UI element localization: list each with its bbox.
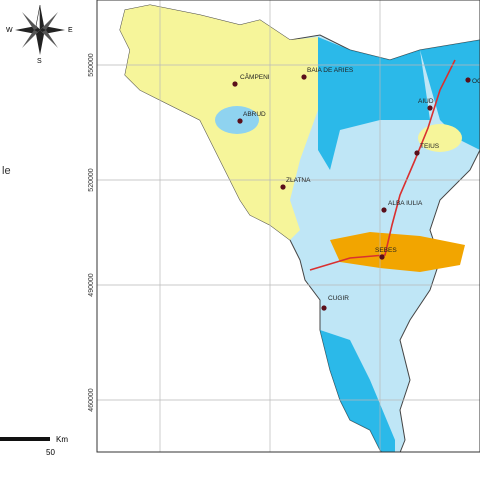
town-label: CUGIR xyxy=(328,295,349,302)
town-marker xyxy=(414,150,420,156)
orange-zone xyxy=(330,232,465,272)
legend-fragment: le xyxy=(2,165,11,177)
scale-unit: Km xyxy=(56,435,68,444)
town-label: AIUD xyxy=(418,98,434,105)
grid xyxy=(97,0,480,452)
compass: W E S xyxy=(6,4,73,65)
town-marker xyxy=(237,118,243,124)
coordinates: 550000 520000 490000 460000 xyxy=(88,53,95,411)
compass-west: W xyxy=(6,27,13,34)
road xyxy=(309,59,456,271)
town-label: CÂMPENI xyxy=(240,72,270,81)
coordinate-label: 550000 xyxy=(88,53,95,76)
town-marker xyxy=(381,207,387,213)
scale-distance: 50 xyxy=(46,448,55,457)
blue-zone xyxy=(318,37,480,452)
town-marker xyxy=(232,81,238,87)
town-label: ABRUD xyxy=(243,111,266,118)
town-label: TEIUS xyxy=(420,143,440,150)
coordinate-label: 520000 xyxy=(88,168,95,191)
towns: CÂMPENI BAIA DE ARIES ABRUD ZLATNA AIUD TEIUS… xyxy=(232,67,480,311)
compass-south: S xyxy=(37,58,42,65)
yellow-patch xyxy=(418,124,462,152)
map: CÂMPENI BAIA DE ARIES ABRUD ZLATNA AIUD TEIUS… xyxy=(97,0,480,452)
town-label: SEBES xyxy=(375,247,397,254)
town-label: ZLATNA xyxy=(286,177,311,184)
town-label: OC xyxy=(472,78,480,85)
town-marker xyxy=(379,254,385,260)
town-marker xyxy=(465,77,471,83)
town-marker xyxy=(321,305,327,311)
coordinate-label: 490000 xyxy=(88,273,95,296)
town-label: BAIA DE ARIES xyxy=(307,67,354,74)
map-frame xyxy=(96,0,480,453)
town-label: ALBA IULIA xyxy=(388,200,423,207)
scale-bar: Km 50 xyxy=(0,435,68,457)
town-marker xyxy=(301,74,307,80)
blue-patch xyxy=(215,106,259,134)
town-marker xyxy=(280,184,286,190)
town-marker xyxy=(427,105,433,111)
coordinate-label: 460000 xyxy=(88,388,95,411)
compass-east: E xyxy=(68,27,73,34)
